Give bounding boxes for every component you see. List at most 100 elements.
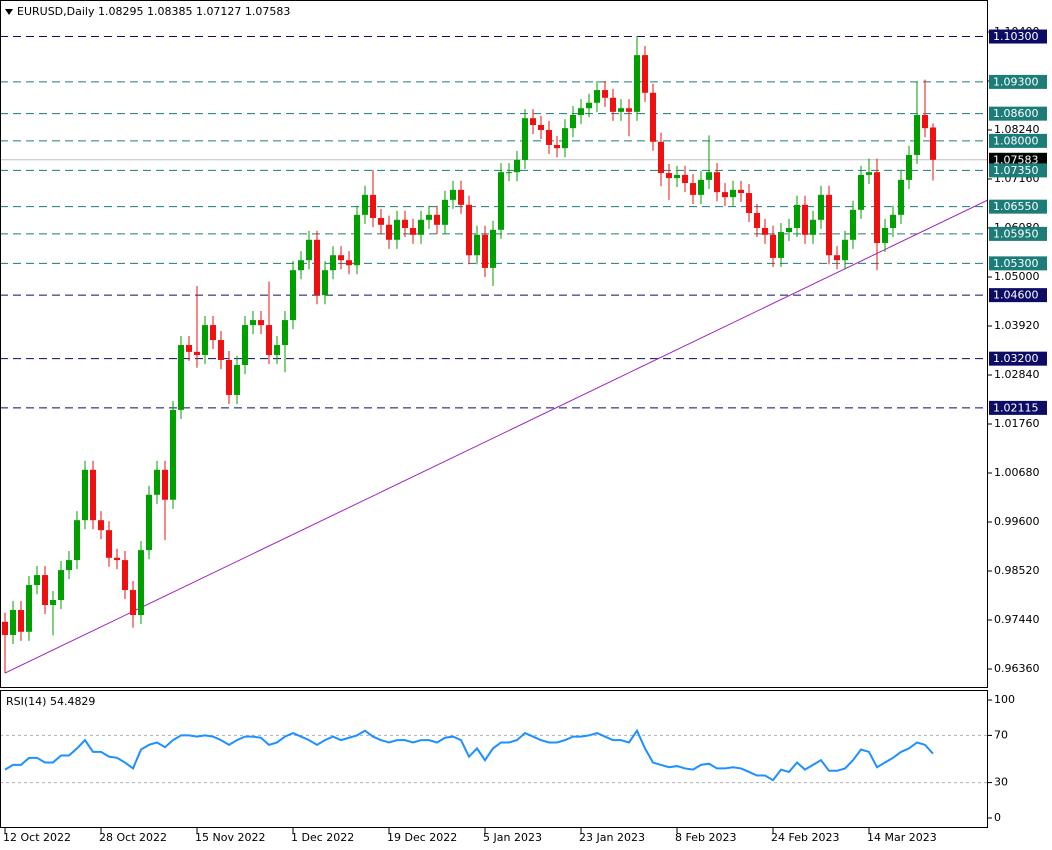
candle-body	[354, 214, 360, 266]
candle-body	[770, 234, 776, 258]
rsi-panel	[0, 728, 988, 784]
candle-body	[450, 189, 456, 200]
menu-arrow[interactable]	[5, 9, 13, 15]
candle-body	[810, 219, 816, 235]
candle-body	[906, 154, 912, 180]
x-tick-label: 28 Oct 2022	[99, 831, 167, 844]
candle-body	[666, 173, 672, 179]
candle-body	[914, 115, 920, 155]
candle-body	[434, 214, 440, 225]
candle-body	[674, 174, 680, 179]
price-level-box	[989, 74, 1047, 89]
rsi-y-tick-label: 0	[994, 811, 1001, 824]
y-tick-label: 1.00680	[994, 466, 1040, 479]
candle-body	[706, 172, 712, 180]
candle-body	[402, 219, 408, 228]
candle-body	[138, 550, 144, 615]
candle-body	[802, 204, 808, 235]
candle-body	[490, 229, 496, 268]
candle-body	[34, 575, 40, 586]
candle-body	[834, 255, 840, 261]
candle-body	[122, 560, 128, 591]
candle-body	[778, 232, 784, 258]
y-tick-label: 1.05000	[994, 270, 1040, 283]
candle-body	[514, 159, 520, 173]
price-level-box	[989, 199, 1047, 214]
candle-body	[618, 108, 624, 112]
price-level-box	[989, 106, 1047, 121]
candle-body	[274, 345, 280, 356]
candle-body	[690, 183, 696, 195]
candle-body	[722, 192, 728, 198]
candle-body	[178, 345, 184, 410]
candle-body	[898, 179, 904, 215]
price-level-box	[989, 351, 1047, 366]
price-level-label: 1.06550	[993, 200, 1039, 213]
trendline	[4, 199, 988, 674]
price-level-box	[989, 256, 1047, 271]
y-tick-label: 0.96360	[994, 662, 1040, 675]
chart-title: EURUSD,Daily 1.08295 1.08385 1.07127 1.0…	[17, 5, 290, 18]
candle-body	[658, 141, 664, 174]
candle-body	[202, 325, 208, 356]
candle-body	[842, 239, 848, 261]
x-tick-label: 14 Mar 2023	[867, 831, 937, 844]
y-tick-label: 0.97440	[994, 613, 1040, 626]
x-tick-label: 24 Feb 2023	[771, 831, 839, 844]
price-level-box	[989, 133, 1047, 148]
price-level-box	[989, 29, 1047, 44]
candle-body	[218, 340, 224, 361]
candle-body	[290, 270, 296, 321]
candle-body	[250, 320, 256, 326]
x-tick-label: 12 Oct 2022	[3, 831, 71, 844]
candle-body	[650, 92, 656, 142]
candle-body	[634, 55, 640, 112]
candle-body	[346, 260, 352, 266]
price-panel-border	[0, 0, 988, 688]
candle-body	[234, 365, 240, 395]
candle-body	[546, 129, 552, 145]
y-tick-label: 1.01760	[994, 417, 1040, 430]
candle-body	[58, 570, 64, 601]
candle-body	[738, 189, 744, 194]
candle-body	[882, 227, 888, 243]
candle-body	[394, 219, 400, 240]
candle-body	[90, 469, 96, 521]
candle-body	[314, 239, 320, 296]
candle-body	[626, 108, 632, 112]
candle-body	[370, 194, 376, 219]
candle-body	[26, 585, 32, 632]
candle-body	[362, 194, 368, 215]
candle-body	[170, 409, 176, 500]
candle-body	[922, 115, 928, 129]
x-tick-label: 8 Feb 2023	[675, 831, 736, 844]
candle-body	[930, 127, 936, 160]
candle-body	[106, 530, 112, 558]
candle-body	[506, 172, 512, 174]
candle-body	[378, 218, 384, 225]
candle-body	[66, 560, 72, 571]
rsi-title: RSI(14) 54.4829	[6, 695, 95, 708]
price-level-label: 1.08000	[993, 134, 1039, 147]
candle-body	[130, 590, 136, 615]
candle-body	[162, 469, 168, 500]
price-level-box	[989, 152, 1047, 167]
candle-body	[818, 194, 824, 220]
price-level-label: 1.04600	[993, 289, 1039, 302]
candle-body	[474, 234, 480, 256]
candle-body	[306, 239, 312, 261]
candle-body	[458, 189, 464, 205]
candle-body	[594, 90, 600, 103]
price-level-box	[989, 163, 1047, 178]
x-tick-label: 5 Jan 2023	[483, 831, 542, 844]
candle-body	[114, 557, 120, 561]
candle-body	[874, 172, 880, 243]
price-level-label: 1.08600	[993, 107, 1039, 120]
candle-body	[730, 189, 736, 198]
x-tick-label: 1 Dec 2022	[291, 831, 354, 844]
rsi-y-tick-label: 70	[994, 728, 1008, 741]
candle-body	[386, 224, 392, 240]
candle-body	[682, 174, 688, 184]
candle-body	[530, 118, 536, 125]
price-level-box	[989, 288, 1047, 303]
